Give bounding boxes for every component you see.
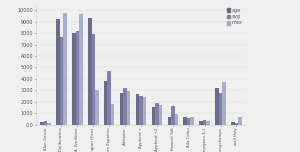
Bar [47, 123, 51, 125]
Bar [190, 117, 194, 125]
Bar [95, 90, 98, 125]
Bar [203, 120, 206, 125]
Bar [111, 104, 114, 125]
Bar [222, 82, 226, 125]
Bar [139, 96, 143, 125]
Bar [56, 19, 60, 125]
Bar [231, 122, 235, 125]
Bar [168, 117, 171, 125]
Bar [238, 117, 242, 125]
Bar [44, 121, 47, 125]
Legend: age, avg, max: age, avg, max [226, 7, 244, 26]
Bar [235, 123, 238, 125]
Bar [40, 122, 44, 125]
Bar [107, 71, 111, 125]
Bar [219, 93, 222, 125]
Bar [120, 93, 123, 125]
Bar [171, 106, 175, 125]
Bar [200, 121, 203, 125]
Bar [175, 114, 178, 125]
Bar [123, 88, 127, 125]
Bar [187, 118, 190, 125]
Bar [159, 105, 162, 125]
Bar [76, 31, 79, 125]
Bar [155, 103, 159, 125]
Bar [184, 117, 187, 125]
Bar [143, 97, 146, 125]
Bar [79, 14, 82, 125]
Bar [104, 81, 107, 125]
Bar [88, 18, 92, 125]
Bar [127, 92, 130, 125]
Bar [72, 33, 76, 125]
Bar [92, 34, 95, 125]
Bar [152, 107, 155, 125]
Bar [215, 88, 219, 125]
Bar [60, 37, 63, 125]
Bar [206, 121, 210, 125]
Bar [136, 94, 139, 125]
Bar [63, 13, 67, 125]
